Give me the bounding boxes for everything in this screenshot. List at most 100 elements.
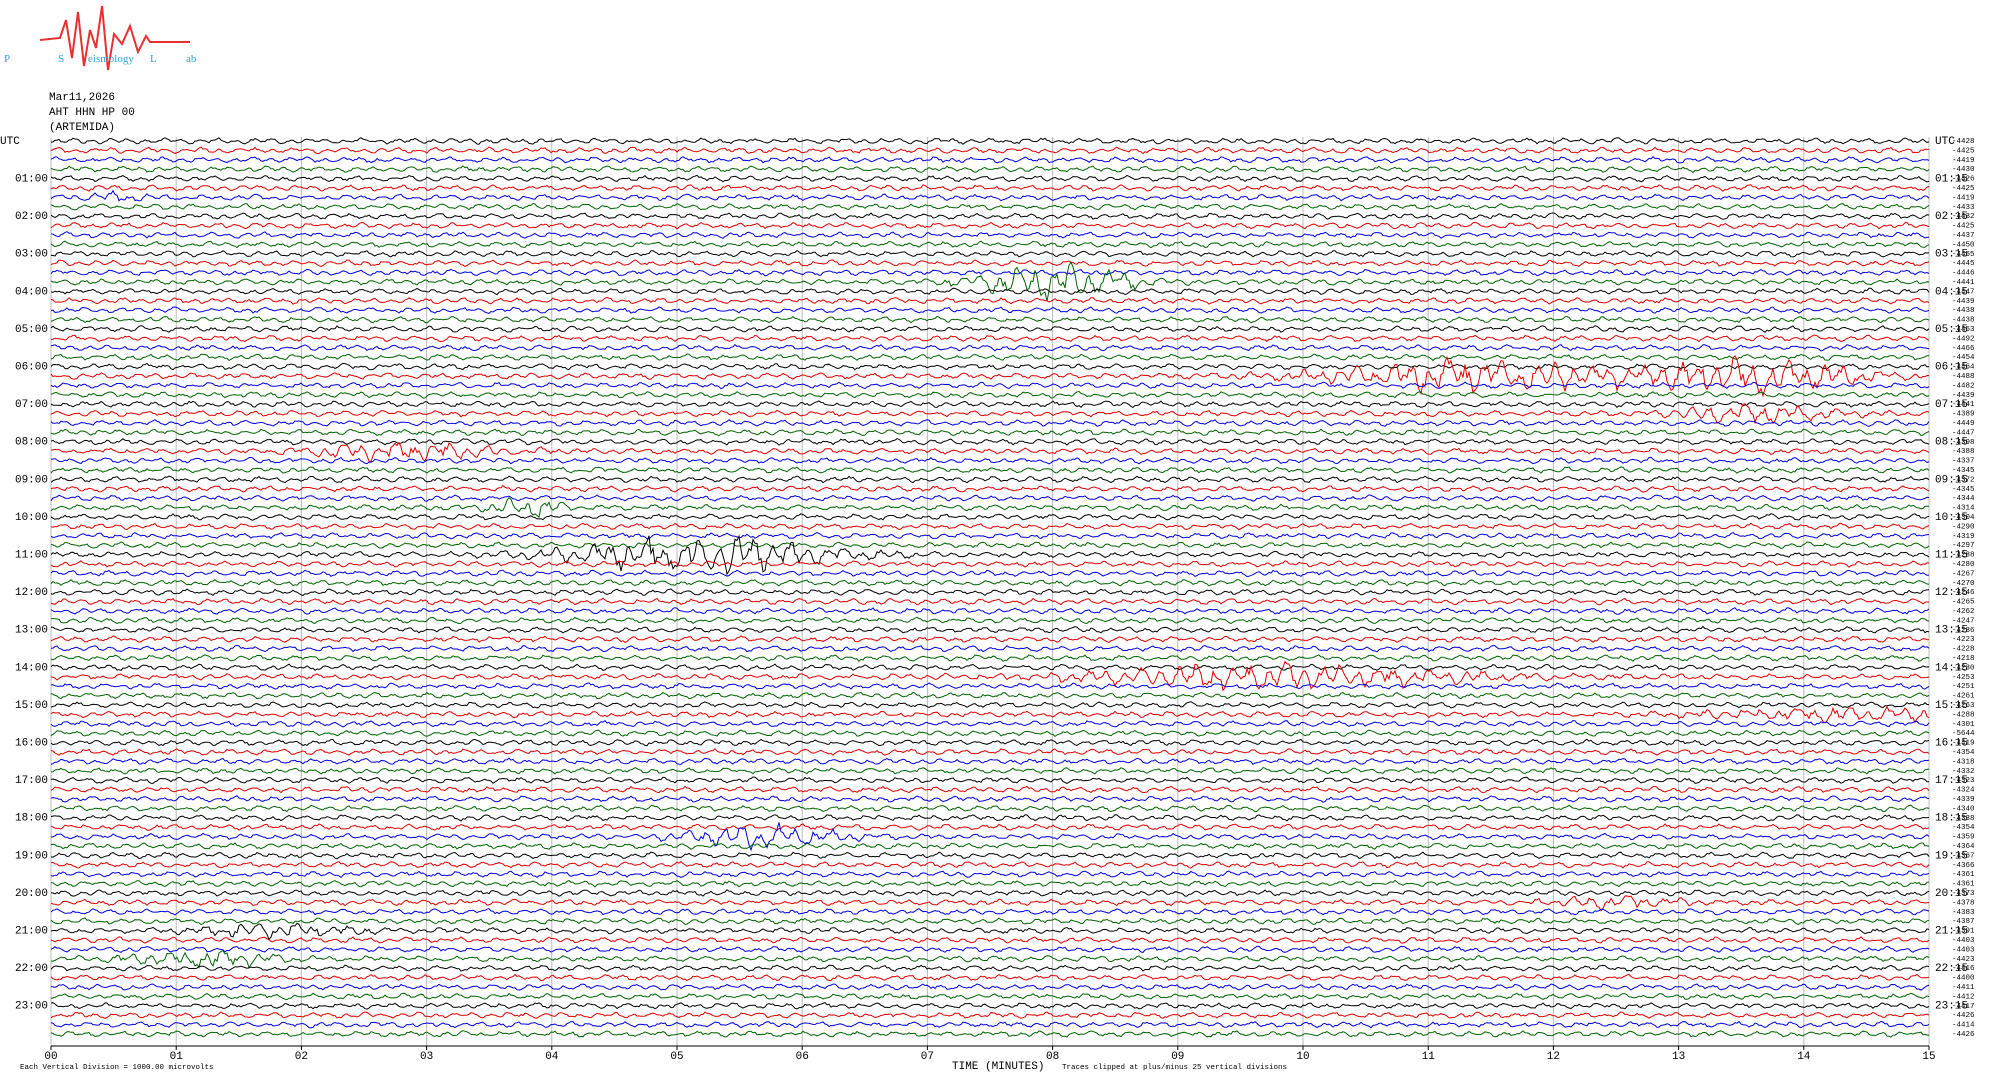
trace-offset: -4301: [1952, 721, 1975, 729]
left-time-label: 15:00: [15, 700, 48, 712]
traces: [50, 137, 1930, 1038]
logo-letter: S: [58, 53, 64, 65]
trace-offset: -4426: [1952, 1031, 1975, 1039]
x-tick-label: 15: [1922, 1051, 1935, 1063]
trace-offset: -4449: [1952, 420, 1975, 428]
logo-letter: P: [4, 53, 10, 65]
trace: [50, 541, 1930, 550]
logo-word: ab: [186, 53, 197, 65]
trace-offset: -4445: [1952, 260, 1975, 268]
clip-note: Traces clipped at plus/minus 25 vertical…: [1062, 1064, 1287, 1072]
trace: [50, 907, 1930, 916]
trace: [50, 494, 1930, 503]
x-axis-label: TIME (MINUTES): [952, 1061, 1044, 1073]
trace: [50, 870, 1930, 879]
trace: [51, 616, 1930, 625]
trace: [50, 922, 1930, 941]
trace: [50, 682, 1930, 690]
trace-offset: -4337: [1952, 458, 1975, 466]
trace: [50, 496, 1929, 519]
x-tick-label: 03: [420, 1051, 433, 1063]
trace: [50, 747, 1930, 756]
x-tick-label: 13: [1672, 1051, 1685, 1063]
trace: [50, 189, 1930, 202]
trace: [50, 823, 1930, 832]
left-time-label: 02:00: [15, 211, 48, 223]
trace: [50, 306, 1930, 314]
trace-offset: -4425: [1952, 223, 1975, 231]
trace: [50, 757, 1930, 765]
right-time-label: 14:15: [1935, 662, 1968, 674]
right-time-label: 12:15: [1935, 587, 1968, 599]
x-tick-label: 05: [670, 1051, 683, 1063]
trace-offset: -4383: [1952, 909, 1975, 917]
trace-offset: -4361: [1952, 881, 1975, 889]
right-time-label: 03:15: [1935, 249, 1968, 261]
trace: [50, 438, 1930, 446]
logo: P S eismology L ab: [4, 5, 197, 71]
trace-offset: -4387: [1952, 918, 1975, 926]
trace: [50, 296, 1930, 305]
trace-offset: -4419: [1952, 194, 1975, 202]
trace: [50, 578, 1930, 587]
x-tick-label: 04: [545, 1051, 559, 1063]
trace-offset: -4432: [1952, 213, 1975, 221]
trace: [50, 588, 1930, 597]
trace-offset: -4419: [1952, 157, 1975, 165]
left-time-label: 11:00: [15, 550, 48, 562]
left-time-label: 23:00: [15, 1001, 48, 1013]
logo-word: eismology: [88, 53, 134, 65]
trace-offset: -4428: [1952, 138, 1975, 146]
trace: [50, 221, 1930, 230]
trace-offset: -4339: [1952, 796, 1975, 804]
left-time-label: 13:00: [15, 625, 48, 637]
trace: [50, 705, 1930, 724]
x-tick-label: 09: [1171, 1051, 1184, 1063]
trace-offset: -4344: [1952, 495, 1975, 503]
trace: [50, 240, 1930, 249]
trace: [50, 522, 1930, 531]
station: AHT HHN HP 00: [49, 107, 135, 119]
right-time-label: 21:15: [1935, 926, 1968, 938]
trace: [50, 484, 1930, 493]
right-time-label: 09:15: [1935, 474, 1968, 486]
trace: [50, 569, 1930, 578]
trace-offset: -4426: [1952, 1012, 1975, 1020]
trace: [50, 597, 1930, 606]
right-time-label: 15:15: [1935, 700, 1968, 712]
trace: [50, 889, 1930, 897]
trace-offset: -4246: [1952, 589, 1975, 597]
trace: [50, 325, 1930, 333]
trace: [50, 403, 1930, 425]
right-time-label: 20:15: [1935, 888, 1968, 900]
left-time-label: 21:00: [15, 926, 48, 938]
right-time-label: 23:15: [1935, 1001, 1968, 1013]
trace: [50, 513, 1930, 521]
trace-offset: -4439: [1952, 392, 1975, 400]
left-time-label: 16:00: [15, 738, 48, 750]
right-time-label: 05:15: [1935, 324, 1968, 336]
right-time-label: 18:15: [1935, 813, 1968, 825]
trace-offset: -4288: [1952, 711, 1975, 719]
left-time-label: 06:00: [15, 362, 48, 374]
x-tick-label: 02: [295, 1051, 308, 1063]
trace-offset: -4265: [1952, 599, 1975, 607]
left-time-label: UTC: [0, 136, 20, 148]
site: (ARTEMIDA): [49, 122, 115, 134]
trace-offset: -4450: [1952, 241, 1975, 249]
trace-offset: -4446: [1952, 270, 1975, 278]
trace: [50, 964, 1930, 973]
left-time-label: 17:00: [15, 775, 48, 787]
x-tick-label: 10: [1296, 1051, 1309, 1063]
trace: [50, 532, 1929, 540]
left-time-label: 14:00: [15, 662, 48, 674]
left-time-label: 12:00: [15, 587, 48, 599]
right-time-label: 06:15: [1935, 362, 1968, 374]
trace-offset: -4253: [1952, 674, 1975, 682]
right-time-label: 02:15: [1935, 211, 1968, 223]
trace: [50, 607, 1930, 615]
trace-offset: -4230: [1952, 664, 1975, 672]
trace: [50, 466, 1930, 474]
trace-offset: -4437: [1952, 232, 1975, 240]
trace: [50, 895, 1930, 912]
